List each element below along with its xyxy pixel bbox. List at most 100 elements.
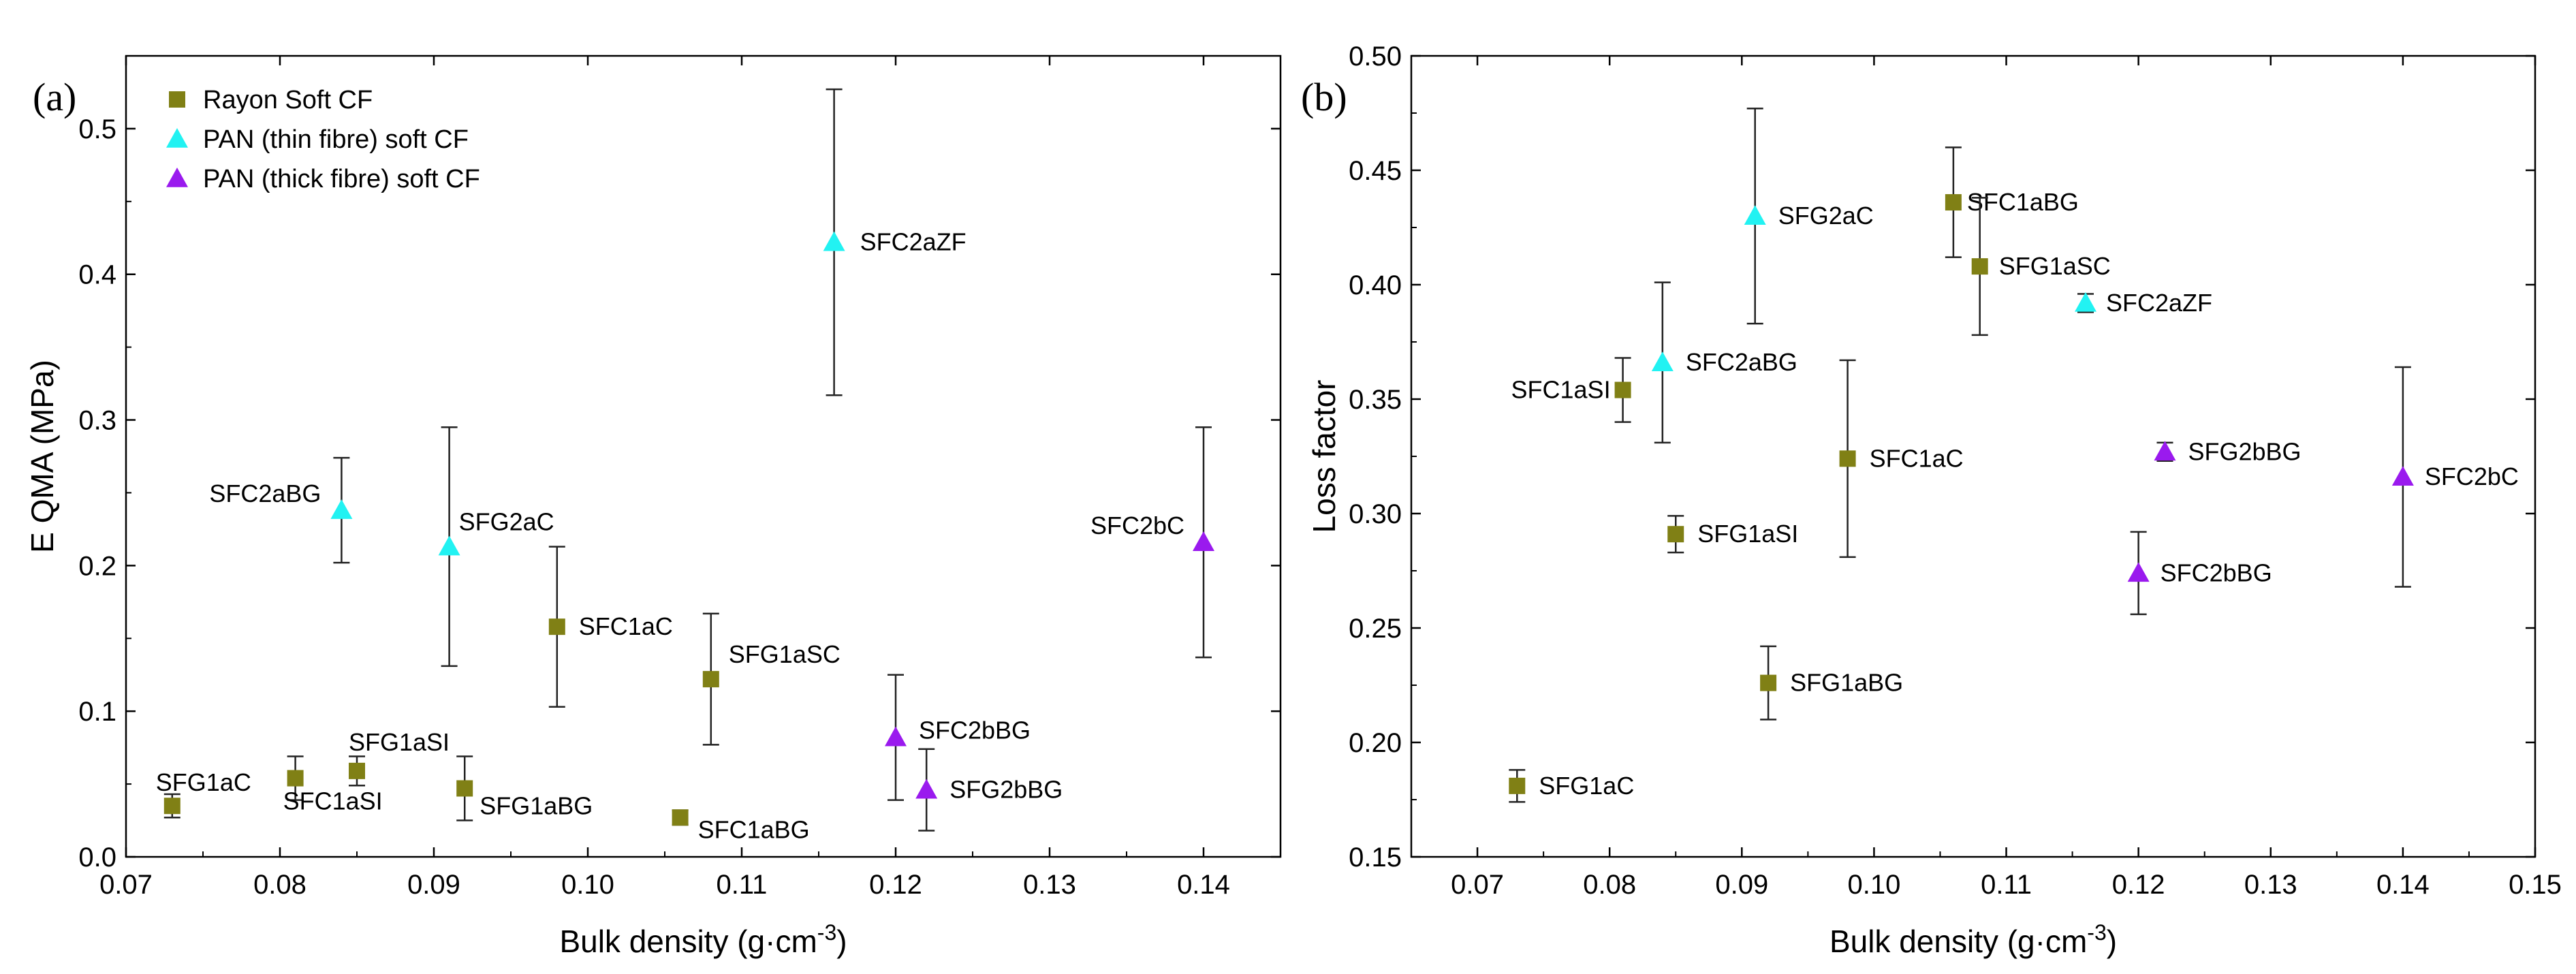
y-tick-label: 0.30 bbox=[1349, 499, 1402, 529]
data-point-sfc1asi bbox=[287, 770, 304, 787]
x-tick-label: 0.09 bbox=[407, 870, 460, 900]
panel-a: 0.07 0.08 0.09 0.10 0.11 0.12 0.13 0.14 0.0 0.1 0.… bbox=[25, 54, 1282, 959]
x-tick-label: 0.11 bbox=[717, 870, 768, 900]
x-tick-label: 0.07 bbox=[1451, 870, 1504, 900]
data-point-sfc2bc bbox=[1193, 531, 1214, 551]
data-point-sfg1asi bbox=[349, 762, 365, 779]
x-tick-label: 0.13 bbox=[1023, 870, 1076, 900]
y-tick-label: 0.50 bbox=[1349, 42, 1402, 72]
data-point-sfg2bbg bbox=[2154, 441, 2176, 461]
data-point-sfc2bbg bbox=[885, 726, 907, 747]
series-rayon-soft-cf: SFG1aC SFC1aSI SFG1aSI SFG1aBG SFC1aC SFC1aBG… bbox=[156, 546, 841, 843]
plot-frame-a bbox=[125, 54, 1282, 858]
x-axis-title-end: ) bbox=[836, 924, 847, 959]
data-point-sfg2ac bbox=[438, 535, 460, 556]
x-tick-label: 0.15 bbox=[2509, 870, 2562, 900]
x-axis-title: Bulk density (g·cm-3) bbox=[559, 920, 847, 959]
panel-letter: (b) bbox=[1301, 75, 1347, 119]
data-point-sfg2ac bbox=[1744, 205, 1766, 225]
x-tick-label: 0.11 bbox=[1981, 870, 2032, 900]
point-label: SFC2aZF bbox=[860, 228, 967, 256]
y-tick-label: 0.0 bbox=[78, 843, 116, 873]
data-point-sfg1asc bbox=[1971, 258, 1988, 275]
y-tick-label: 0.4 bbox=[78, 260, 116, 290]
panel-b: 0.07 0.08 0.09 0.10 0.11 0.12 0.13 0.14 0.15 0.15… bbox=[1301, 42, 2562, 959]
point-label: SFC2aZF bbox=[2106, 289, 2212, 317]
data-point-sfc1asi bbox=[1614, 381, 1631, 398]
y-tick-label: 0.40 bbox=[1349, 270, 1402, 300]
x-tick-label: 0.13 bbox=[2244, 870, 2297, 900]
series-rayon-soft-cf: SFG1aC SFC1aSI SFG1aSI SFG1aBG SFC1aC SFC1aBG… bbox=[1509, 146, 2111, 803]
x-tick-label: 0.07 bbox=[99, 870, 153, 900]
y-tick-label: 0.35 bbox=[1349, 385, 1402, 415]
x-tick-label: 0.12 bbox=[2112, 870, 2165, 900]
data-point-sfc2azf bbox=[823, 231, 845, 251]
x-axis-title-main: Bulk density (g·cm bbox=[1829, 924, 2087, 959]
point-label: SFG1aC bbox=[156, 768, 251, 796]
x-axis-title-end: ) bbox=[2107, 924, 2117, 959]
data-point-sfg2bbg bbox=[915, 779, 938, 799]
x-tick-label: 0.12 bbox=[869, 870, 922, 900]
legend-marker bbox=[169, 91, 185, 108]
x-axis-title-sup: -3 bbox=[2087, 920, 2106, 945]
point-label: SFG1aSC bbox=[1999, 252, 2111, 280]
x-tick-label: 0.08 bbox=[1583, 870, 1636, 900]
data-point-sfc2bc bbox=[2391, 466, 2414, 486]
point-label: SFC2aBG bbox=[209, 480, 321, 507]
x-axis-title: Bulk density (g·cm-3) bbox=[1829, 920, 2117, 959]
x-tick-label: 0.10 bbox=[561, 870, 614, 900]
y-tick-label: 0.1 bbox=[78, 697, 116, 727]
y-tick-label: 0.45 bbox=[1349, 156, 1402, 186]
x-tick-label: 0.09 bbox=[1715, 870, 1768, 900]
x-tick-label: 0.14 bbox=[1177, 870, 1230, 900]
point-label: SFG1aC bbox=[1539, 772, 1634, 800]
x-axis-title-sup: -3 bbox=[817, 920, 836, 945]
point-label: SFG2bBG bbox=[2188, 437, 2301, 465]
point-label: SFC2aBG bbox=[1686, 348, 1797, 376]
point-label: SFG1aSI bbox=[349, 728, 450, 756]
y-tick-label: 0.3 bbox=[78, 406, 116, 436]
point-label: SFG2bBG bbox=[949, 776, 1063, 804]
x-axis-title-main: Bulk density (g·cm bbox=[559, 924, 817, 959]
point-label: SFC2bC bbox=[1090, 512, 1184, 539]
data-point-sfg1abg bbox=[456, 780, 473, 797]
x-tick-label: 0.08 bbox=[253, 870, 307, 900]
point-label: SFC2bBG bbox=[2161, 559, 2272, 586]
point-label: SFC1aSI bbox=[283, 787, 383, 815]
y-axis-title: E QMA (MPa) bbox=[25, 360, 60, 553]
data-point-sfc2azf bbox=[2075, 292, 2096, 312]
point-label: SFC1aBG bbox=[698, 815, 810, 843]
point-label: SFG1aSI bbox=[1697, 520, 1798, 548]
data-point-sfc2abg bbox=[330, 499, 353, 519]
x-tick-label: 0.10 bbox=[1847, 870, 1900, 900]
point-label: SFC2bBG bbox=[919, 717, 1031, 744]
data-point-sfc2abg bbox=[1651, 351, 1674, 372]
y-tick-label: 0.20 bbox=[1349, 728, 1402, 758]
data-point-sfg1abg bbox=[1760, 674, 1777, 691]
legend: Rayon Soft CF PAN (thin fibre) soft CF PAN… bbox=[166, 86, 480, 193]
y-tick-label: 0.25 bbox=[1349, 614, 1402, 644]
data-point-sfc1ac bbox=[548, 618, 565, 635]
data-point-sfg1ac bbox=[1509, 777, 1526, 794]
y-axis-title: Loss factor bbox=[1306, 380, 1342, 533]
data-point-sfg1ac bbox=[163, 798, 180, 815]
legend-entry: PAN (thick fibre) soft CF bbox=[203, 165, 480, 193]
point-label: SFG2aC bbox=[1778, 202, 1874, 230]
point-label: SFC2bC bbox=[2425, 462, 2519, 490]
series-pan-thick-fibre-soft-cf: SFC2bBG SFG2bBG SFC2bC bbox=[885, 426, 1214, 832]
legend-marker bbox=[166, 168, 188, 187]
series-pan-thin-fibre-soft-cf: SFC2aBG SFG2aC SFC2aZF bbox=[209, 88, 967, 667]
data-point-sfc2bbg bbox=[2127, 562, 2150, 582]
panel-letter: (a) bbox=[33, 75, 76, 119]
point-label: SFG2aC bbox=[459, 508, 554, 536]
y-tick-label: 0.2 bbox=[78, 551, 116, 581]
data-point-sfc1abg bbox=[672, 809, 689, 826]
x-tick-label: 0.14 bbox=[2376, 870, 2430, 900]
series-pan-thin-fibre-soft-cf: SFC2aBG SFG2aC SFC2aZF bbox=[1651, 108, 2212, 444]
point-label: SFC1aBG bbox=[1967, 188, 2079, 216]
point-label: SFG1aBG bbox=[1790, 669, 1903, 697]
data-point-sfc1ac bbox=[1839, 450, 1856, 467]
point-label: SFG1aBG bbox=[480, 792, 593, 820]
point-label: SFG1aSC bbox=[729, 640, 841, 668]
